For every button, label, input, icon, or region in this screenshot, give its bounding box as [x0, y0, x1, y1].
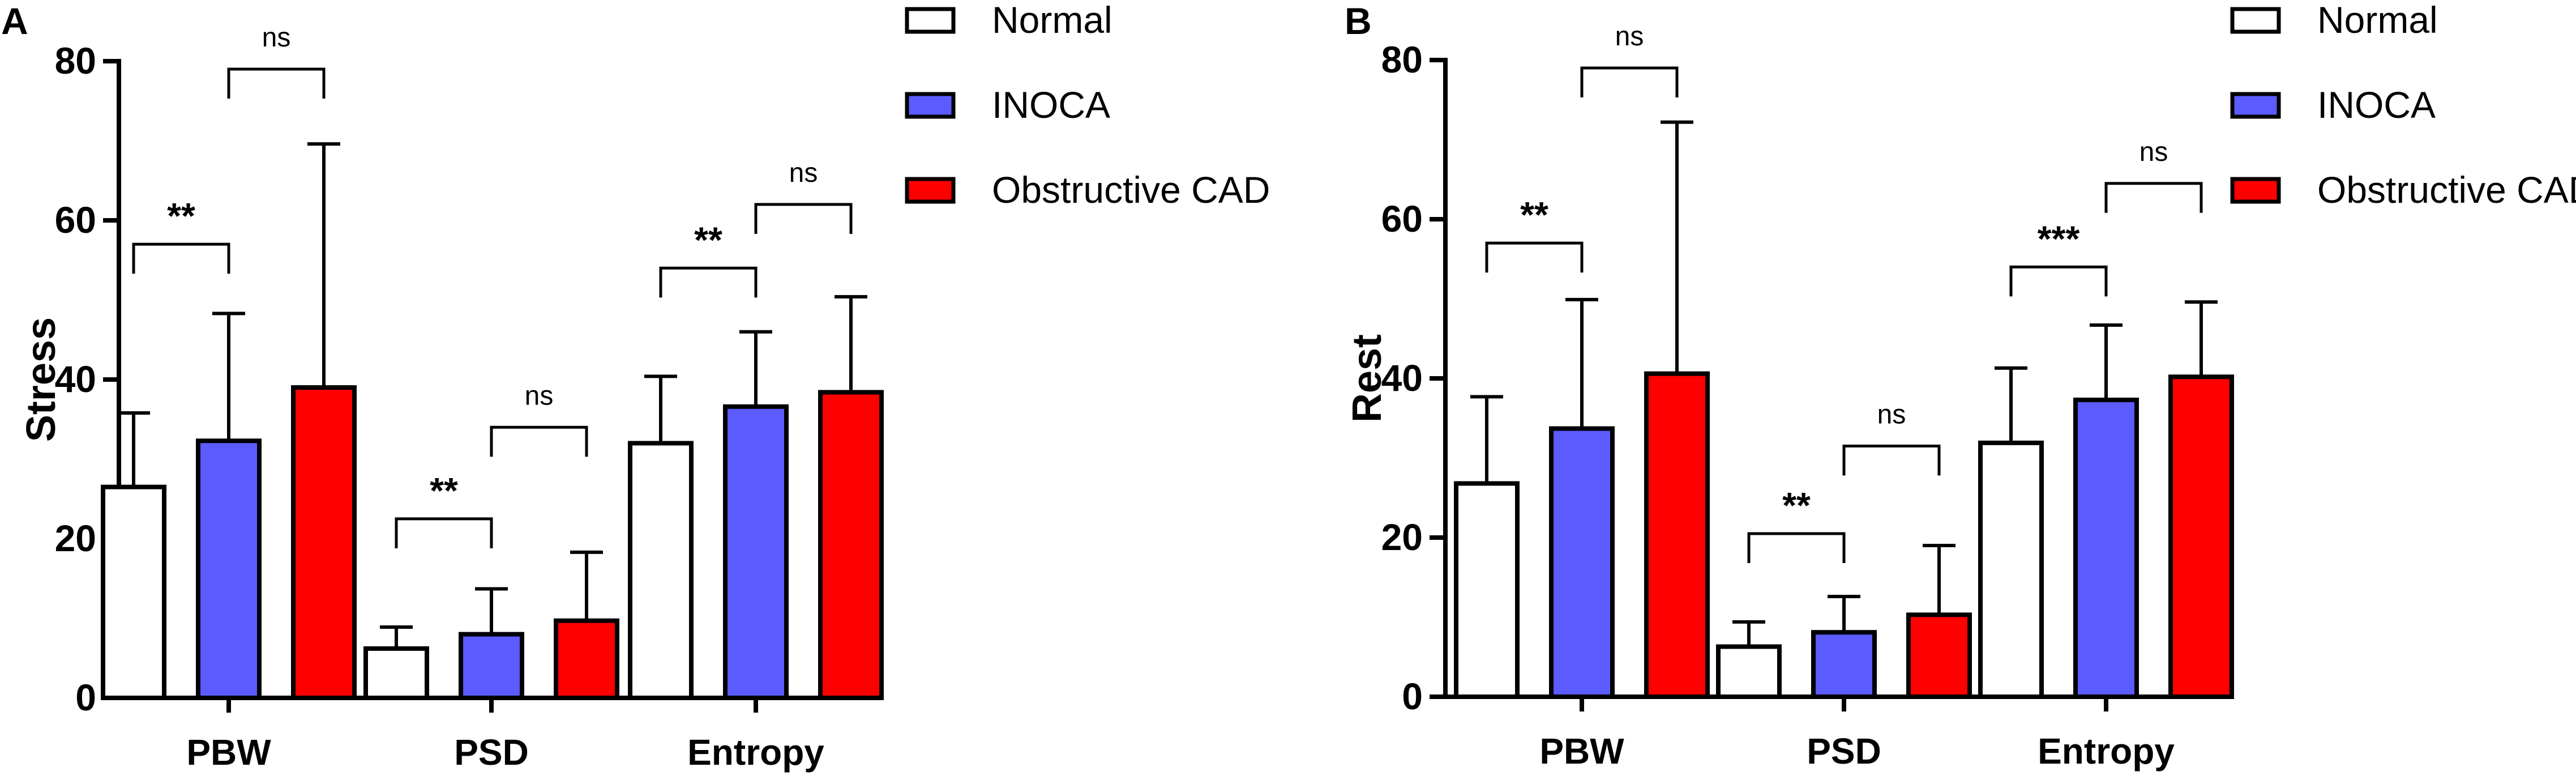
y-tick-label: 40 — [55, 358, 96, 400]
bar-inoca — [196, 438, 262, 700]
significance-label: ns — [262, 23, 291, 53]
y-tick-label: 20 — [1381, 516, 1423, 558]
significance-label: ns — [789, 158, 818, 188]
legend-label: Normal — [992, 0, 1112, 41]
x-category-label: Entropy — [2038, 731, 2175, 772]
significance-bracket — [227, 67, 326, 99]
bar-normal — [1716, 644, 1782, 699]
significance-bracket — [754, 203, 853, 234]
bar-obstructive-cad — [1906, 612, 1972, 700]
x-category-label: PBW — [1539, 731, 1624, 772]
legend-swatch-normal — [905, 7, 956, 34]
x-category-label: PBW — [186, 732, 271, 773]
legend-swatch-inoca — [905, 92, 956, 119]
y-tick-label: 80 — [55, 40, 96, 82]
significance-label: ns — [2139, 137, 2168, 167]
legend: Normal INOCA Obstructive CAD — [905, 0, 1270, 211]
y-tick-label: 20 — [55, 517, 96, 559]
legend-label: Obstructive CAD — [992, 169, 1270, 211]
significance-bracket — [395, 517, 493, 548]
bar-obstructive-cad — [818, 390, 884, 700]
bar-normal — [363, 646, 429, 701]
panel-letter: A — [1, 0, 28, 42]
bar-inoca — [1549, 426, 1615, 699]
significance-bracket — [1485, 241, 1584, 273]
chart-panel-a: A Stress 0 20 40 60 80 PBW PSD Entropy ** ns ** ns ** n… — [1, 0, 1270, 773]
legend: Normal INOCA Obstructive CAD — [2230, 0, 2576, 211]
y-tick-label: 0 — [75, 676, 96, 718]
significance-label: ns — [1615, 22, 1644, 52]
bar-obstructive-cad — [291, 385, 357, 700]
significance-bracket — [490, 425, 588, 457]
significance-bracket — [2104, 182, 2203, 213]
bar-normal — [628, 441, 694, 701]
y-axis-title: Stress — [19, 317, 64, 442]
significance-bracket — [1842, 444, 1941, 476]
bar-obstructive-cad — [1644, 371, 1710, 699]
significance-label: ns — [1877, 399, 1906, 429]
significance-bracket — [132, 242, 230, 274]
legend-swatch-obstructive-cad — [905, 177, 956, 204]
significance-bracket — [2009, 265, 2108, 297]
bar-inoca — [1811, 630, 1877, 699]
legend-label: Normal — [2317, 0, 2438, 41]
bar-obstructive-cad — [2168, 374, 2234, 699]
bar-inoca — [2073, 397, 2139, 699]
significance-bracket — [659, 266, 758, 298]
significance-label: ** — [167, 195, 195, 236]
x-category-label: Entropy — [687, 732, 824, 773]
significance-bracket — [1580, 66, 1679, 98]
significance-label: ** — [1782, 485, 1811, 526]
y-axis-title: Rest — [1345, 334, 1390, 423]
bar-normal — [1454, 481, 1520, 700]
x-category-label: PSD — [1807, 731, 1881, 772]
legend-label: Obstructive CAD — [2317, 169, 2576, 211]
x-category-label: PSD — [454, 732, 529, 773]
significance-label: ns — [525, 381, 554, 411]
legend-swatch-inoca — [2230, 92, 2281, 119]
bar-inoca — [723, 404, 789, 700]
y-tick-label: 40 — [1381, 357, 1423, 399]
legend-swatch-normal — [2230, 7, 2281, 34]
panel-letter: B — [1345, 0, 1372, 42]
y-tick-label: 0 — [1402, 675, 1423, 717]
legend-swatch-obstructive-cad — [2230, 177, 2281, 204]
significance-label: ** — [430, 470, 458, 511]
significance-label: ** — [1520, 194, 1548, 235]
legend-label: INOCA — [992, 84, 1110, 126]
significance-bracket — [1747, 532, 1846, 563]
y-tick-label: 80 — [1381, 39, 1423, 80]
y-tick-label: 60 — [55, 199, 96, 241]
chart-panel-b: B Rest 0 20 40 60 80 PBW PSD Entropy ** ns ** ns *** ns… — [1345, 0, 2576, 772]
bar-normal — [1978, 440, 2044, 699]
bar-inoca — [459, 632, 524, 700]
significance-label: *** — [2038, 218, 2080, 259]
y-tick-label: 60 — [1381, 198, 1423, 240]
bar-obstructive-cad — [554, 618, 619, 700]
bar-normal — [101, 484, 166, 700]
legend-label: INOCA — [2317, 84, 2436, 126]
significance-label: ** — [694, 219, 722, 260]
